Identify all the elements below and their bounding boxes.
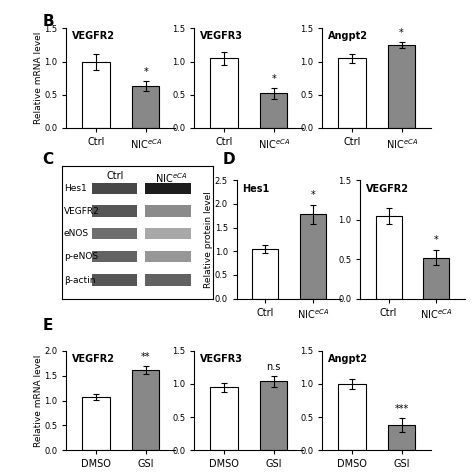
Bar — [92, 205, 137, 217]
Bar — [145, 183, 191, 194]
Bar — [82, 62, 109, 128]
Text: VEGFR2: VEGFR2 — [72, 31, 115, 41]
Bar — [92, 250, 137, 262]
Text: *: * — [143, 67, 148, 77]
Text: VEGFR2: VEGFR2 — [365, 184, 409, 194]
Text: *: * — [310, 190, 315, 200]
Bar — [145, 274, 191, 286]
Text: VEGFR2: VEGFR2 — [72, 354, 115, 364]
Text: p-eNOS: p-eNOS — [64, 252, 98, 261]
Bar — [210, 58, 237, 128]
Bar — [210, 387, 237, 450]
Bar — [338, 384, 365, 450]
Bar — [92, 228, 137, 239]
Text: Angpt2: Angpt2 — [328, 354, 368, 364]
Bar — [82, 397, 109, 450]
Text: D: D — [223, 152, 236, 167]
Text: C: C — [43, 152, 54, 167]
Bar — [260, 93, 287, 128]
Bar — [252, 249, 279, 299]
Y-axis label: Relative mRNA level: Relative mRNA level — [34, 355, 43, 447]
Text: eNOS: eNOS — [64, 229, 89, 238]
Y-axis label: Relative mRNA level: Relative mRNA level — [34, 32, 43, 124]
Text: *: * — [271, 73, 276, 83]
Text: Hes1: Hes1 — [242, 184, 269, 194]
Text: *: * — [399, 28, 404, 38]
Bar — [132, 370, 159, 450]
Bar — [132, 86, 159, 128]
Bar — [145, 205, 191, 217]
Text: B: B — [43, 14, 55, 29]
Bar — [423, 257, 449, 299]
Bar — [375, 216, 401, 299]
Text: Ctrl: Ctrl — [106, 171, 123, 181]
Bar — [145, 250, 191, 262]
Text: VEGFR3: VEGFR3 — [200, 354, 243, 364]
Bar — [260, 381, 287, 450]
Text: **: ** — [141, 352, 150, 362]
Y-axis label: Relative protein level: Relative protein level — [204, 191, 213, 288]
Text: VEGFR2: VEGFR2 — [64, 207, 100, 216]
Text: ***: *** — [394, 404, 409, 414]
Text: *: * — [434, 235, 438, 245]
Text: NIC$^{eCA}$: NIC$^{eCA}$ — [155, 171, 187, 185]
Bar — [388, 425, 415, 450]
Bar — [300, 214, 326, 299]
Bar — [338, 58, 365, 128]
Bar — [145, 228, 191, 239]
Bar — [92, 183, 137, 194]
Text: n.s: n.s — [266, 362, 281, 372]
Bar — [388, 45, 415, 128]
Text: Angpt2: Angpt2 — [328, 31, 368, 41]
Bar — [92, 274, 137, 286]
Text: β-actin: β-actin — [64, 275, 95, 284]
Text: VEGFR3: VEGFR3 — [200, 31, 243, 41]
Text: Hes1: Hes1 — [64, 184, 87, 193]
Text: E: E — [43, 318, 53, 333]
